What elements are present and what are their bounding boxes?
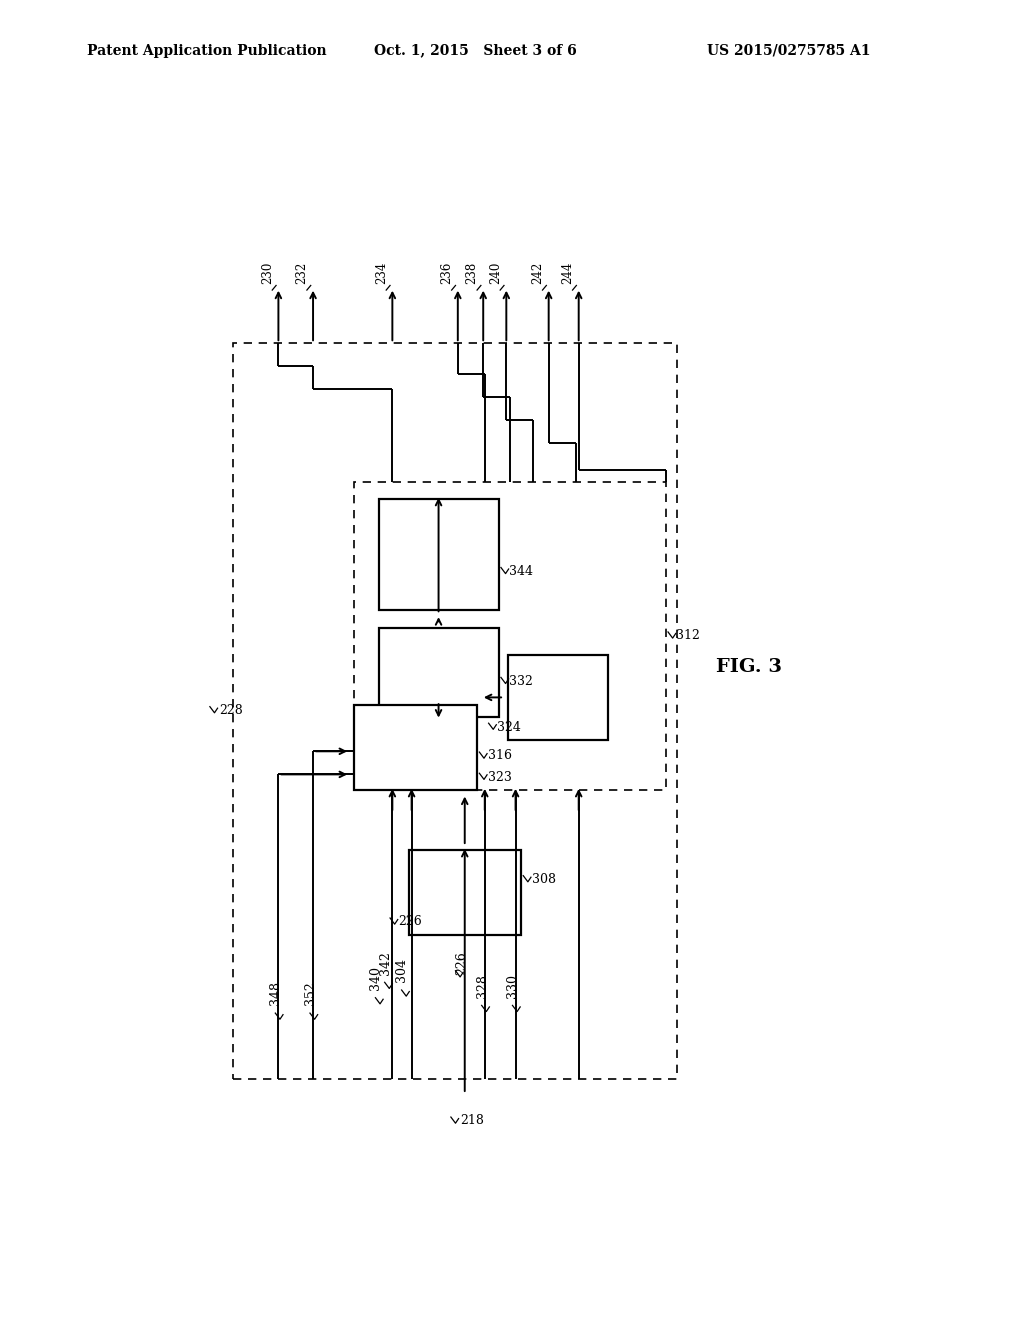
Text: FIG. 3: FIG. 3 <box>716 657 781 676</box>
Text: Patent Application Publication: Patent Application Publication <box>87 44 327 58</box>
Text: 226: 226 <box>398 915 422 928</box>
Text: 332: 332 <box>509 675 534 688</box>
Text: 236: 236 <box>440 261 454 284</box>
Text: 324: 324 <box>497 721 521 734</box>
Text: 312: 312 <box>677 630 700 643</box>
Text: 328: 328 <box>475 974 488 998</box>
Text: 330: 330 <box>506 974 519 998</box>
Text: 340: 340 <box>370 966 382 990</box>
Text: US 2015/0275785 A1: US 2015/0275785 A1 <box>707 44 870 58</box>
Text: Oct. 1, 2015   Sheet 3 of 6: Oct. 1, 2015 Sheet 3 of 6 <box>374 44 577 58</box>
Text: 242: 242 <box>531 261 544 284</box>
Text: 228: 228 <box>219 704 243 717</box>
Text: 244: 244 <box>561 261 574 284</box>
Text: 323: 323 <box>487 771 512 784</box>
Bar <box>379 628 499 717</box>
Text: 230: 230 <box>261 261 273 284</box>
Text: 308: 308 <box>531 873 556 886</box>
Bar <box>354 705 477 789</box>
Text: 342: 342 <box>379 950 391 974</box>
Bar <box>508 655 608 739</box>
Text: 234: 234 <box>375 261 388 284</box>
Text: 344: 344 <box>509 565 534 578</box>
Bar <box>233 343 677 1078</box>
Text: 348: 348 <box>269 981 283 1006</box>
Text: 226: 226 <box>456 950 469 974</box>
Bar <box>354 482 666 789</box>
Text: 232: 232 <box>296 261 308 284</box>
Text: 238: 238 <box>466 261 478 284</box>
Bar <box>410 850 521 935</box>
Text: 316: 316 <box>487 750 512 763</box>
Text: 240: 240 <box>488 261 502 284</box>
Bar <box>379 499 499 610</box>
Text: 304: 304 <box>395 958 409 982</box>
Text: 218: 218 <box>460 1114 484 1127</box>
Text: 352: 352 <box>304 982 316 1006</box>
